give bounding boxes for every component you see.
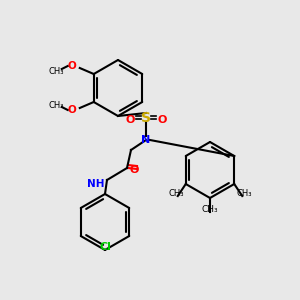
Text: O: O <box>68 61 76 71</box>
Text: CH₃: CH₃ <box>48 67 64 76</box>
Text: CH₃: CH₃ <box>202 205 218 214</box>
Text: O: O <box>125 115 135 125</box>
Text: NH: NH <box>88 179 105 189</box>
Text: CH₃: CH₃ <box>48 100 64 109</box>
Text: Cl: Cl <box>99 242 111 252</box>
Text: O: O <box>129 165 138 175</box>
Text: O: O <box>68 105 76 115</box>
Text: S: S <box>141 111 151 125</box>
Text: CH₃: CH₃ <box>236 189 252 198</box>
Text: N: N <box>141 135 151 145</box>
Text: O: O <box>157 115 167 125</box>
Text: CH₃: CH₃ <box>168 189 184 198</box>
